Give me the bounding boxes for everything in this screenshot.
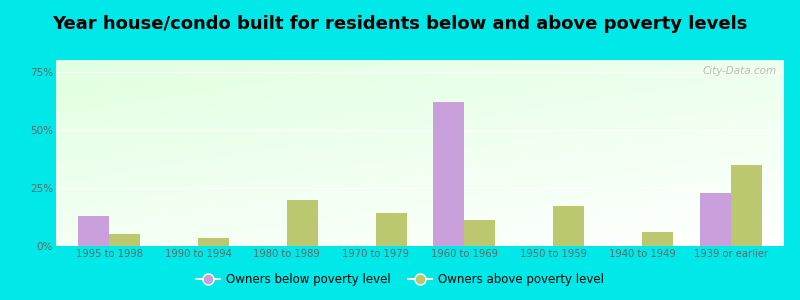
Bar [700, 193, 730, 246]
Bar [376, 214, 406, 246]
Bar [198, 238, 229, 246]
Bar [434, 102, 464, 246]
Text: City-Data.com: City-Data.com [702, 66, 777, 76]
Bar [464, 220, 495, 246]
Text: Year house/condo built for residents below and above poverty levels: Year house/condo built for residents bel… [52, 15, 748, 33]
Bar [110, 234, 140, 246]
Bar [553, 206, 584, 246]
Legend: Owners below poverty level, Owners above poverty level: Owners below poverty level, Owners above… [191, 269, 609, 291]
Bar [78, 216, 110, 246]
Bar [642, 232, 673, 246]
Bar [287, 200, 318, 246]
Bar [730, 165, 762, 246]
